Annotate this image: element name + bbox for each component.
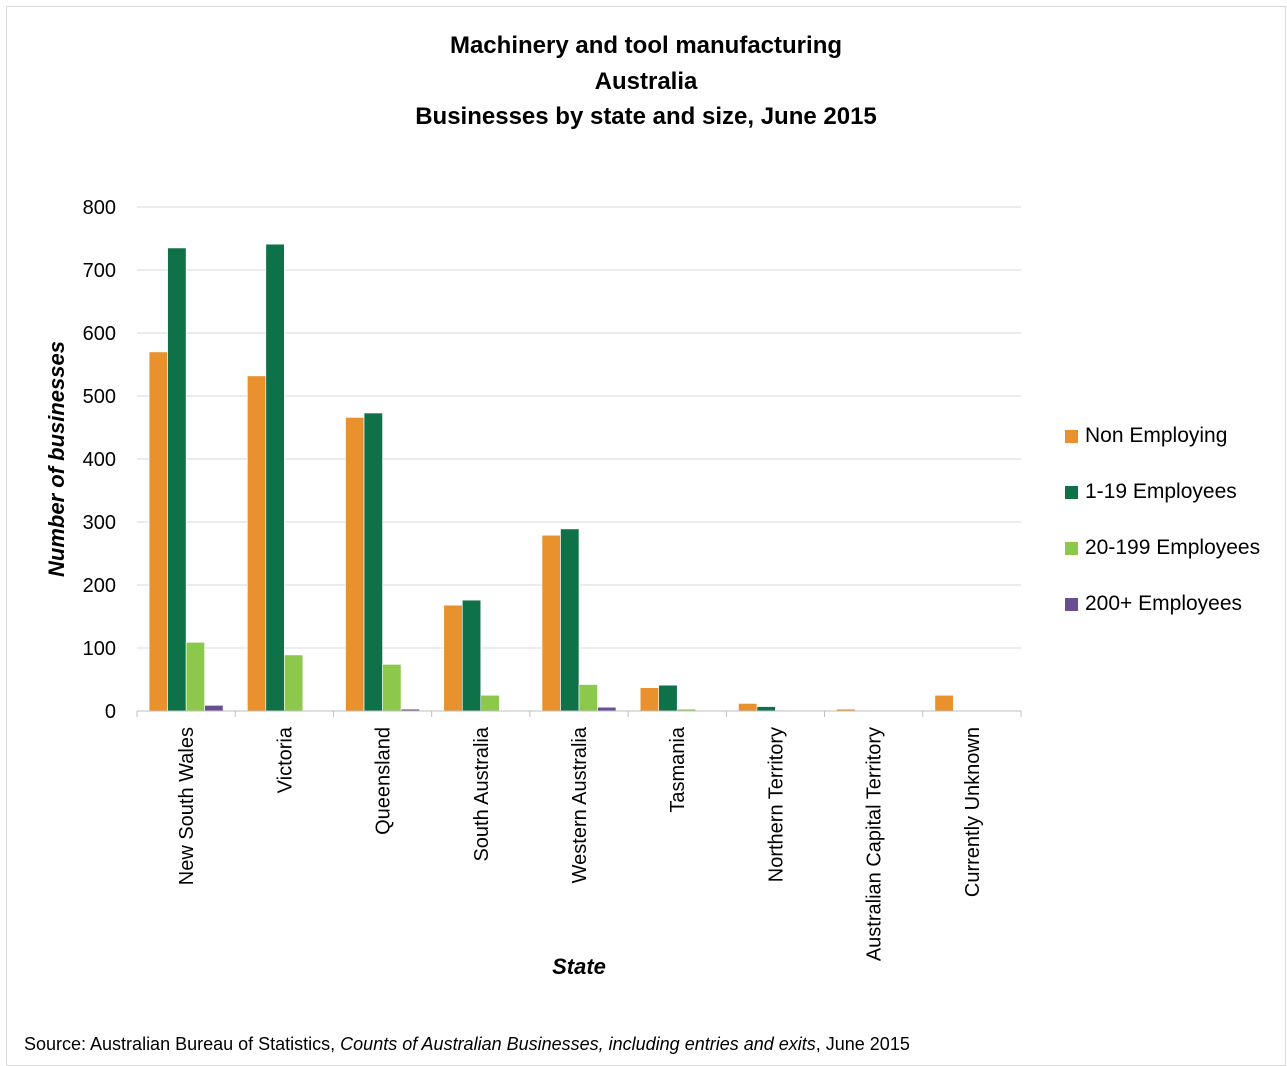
source-note: Source: Australian Bureau of Statistics,…: [24, 1034, 910, 1055]
y-tick-label: 800: [83, 197, 116, 219]
y-tick-label: 400: [83, 449, 116, 471]
x-category-label: Western Australia: [569, 726, 591, 883]
x-category-label: Queensland: [373, 727, 395, 835]
x-category-label: New South Wales: [176, 727, 198, 885]
x-category-label: Tasmania: [667, 726, 689, 812]
y-tick-label: 600: [83, 323, 116, 345]
y-tick-label: 0: [105, 701, 116, 723]
bars: [149, 244, 953, 711]
legend-swatch: [1065, 542, 1078, 555]
y-tick-label: 300: [83, 512, 116, 534]
bar: [346, 417, 365, 711]
x-category-label: Victoria: [274, 726, 296, 793]
bar: [659, 685, 678, 711]
bar: [561, 529, 580, 711]
x-category-label: Currently Unknown: [962, 727, 984, 897]
legend-swatch: [1065, 486, 1078, 499]
y-tick-label: 100: [83, 638, 116, 660]
legend-swatch: [1065, 598, 1078, 611]
y-tick-label: 700: [83, 260, 116, 282]
legend-label: 200+ Employees: [1085, 592, 1242, 616]
y-axis-title: Number of businesses: [44, 341, 69, 577]
bar: [149, 352, 168, 711]
source-prefix: Source: Australian Bureau of Statistics,: [24, 1034, 340, 1054]
source-publication: Counts of Australian Businesses, includi…: [340, 1034, 816, 1054]
source-suffix: , June 2015: [816, 1034, 910, 1054]
bar: [266, 244, 285, 711]
bar: [284, 655, 303, 711]
bar: [542, 535, 561, 711]
legend-item: 20-199 Employees: [1065, 520, 1260, 576]
bar: [168, 248, 187, 711]
bar: [935, 695, 954, 711]
bar: [247, 376, 265, 711]
legend-label: Non Employing: [1085, 424, 1227, 448]
legend-swatch: [1065, 430, 1078, 443]
bar: [598, 707, 617, 711]
bar: [364, 413, 383, 711]
legend-label: 1-19 Employees: [1085, 480, 1237, 504]
x-category-label: South Australia: [471, 726, 493, 861]
bar: [757, 707, 776, 711]
legend-item: 1-19 Employees: [1065, 464, 1260, 520]
x-axis-title: State: [552, 954, 606, 979]
legend-item: 200+ Employees: [1065, 576, 1260, 632]
bar: [738, 703, 757, 711]
bar: [383, 664, 402, 711]
legend: Non Employing 1-19 Employees 20-199 Employ…: [1065, 408, 1260, 632]
y-tick-label: 500: [83, 386, 116, 408]
bar: [205, 705, 224, 711]
bar: [640, 688, 659, 711]
bar: [579, 685, 598, 711]
legend-label: 20-199 Employees: [1085, 536, 1260, 560]
x-category-label: Northern Territory: [765, 727, 787, 882]
bar: [481, 695, 500, 711]
y-tick-label: 200: [83, 575, 116, 597]
bar: [444, 605, 463, 711]
x-category-label: Australian Capital Territory: [864, 727, 886, 961]
legend-item: Non Employing: [1065, 408, 1260, 464]
bar: [462, 600, 481, 711]
bar: [186, 642, 205, 711]
